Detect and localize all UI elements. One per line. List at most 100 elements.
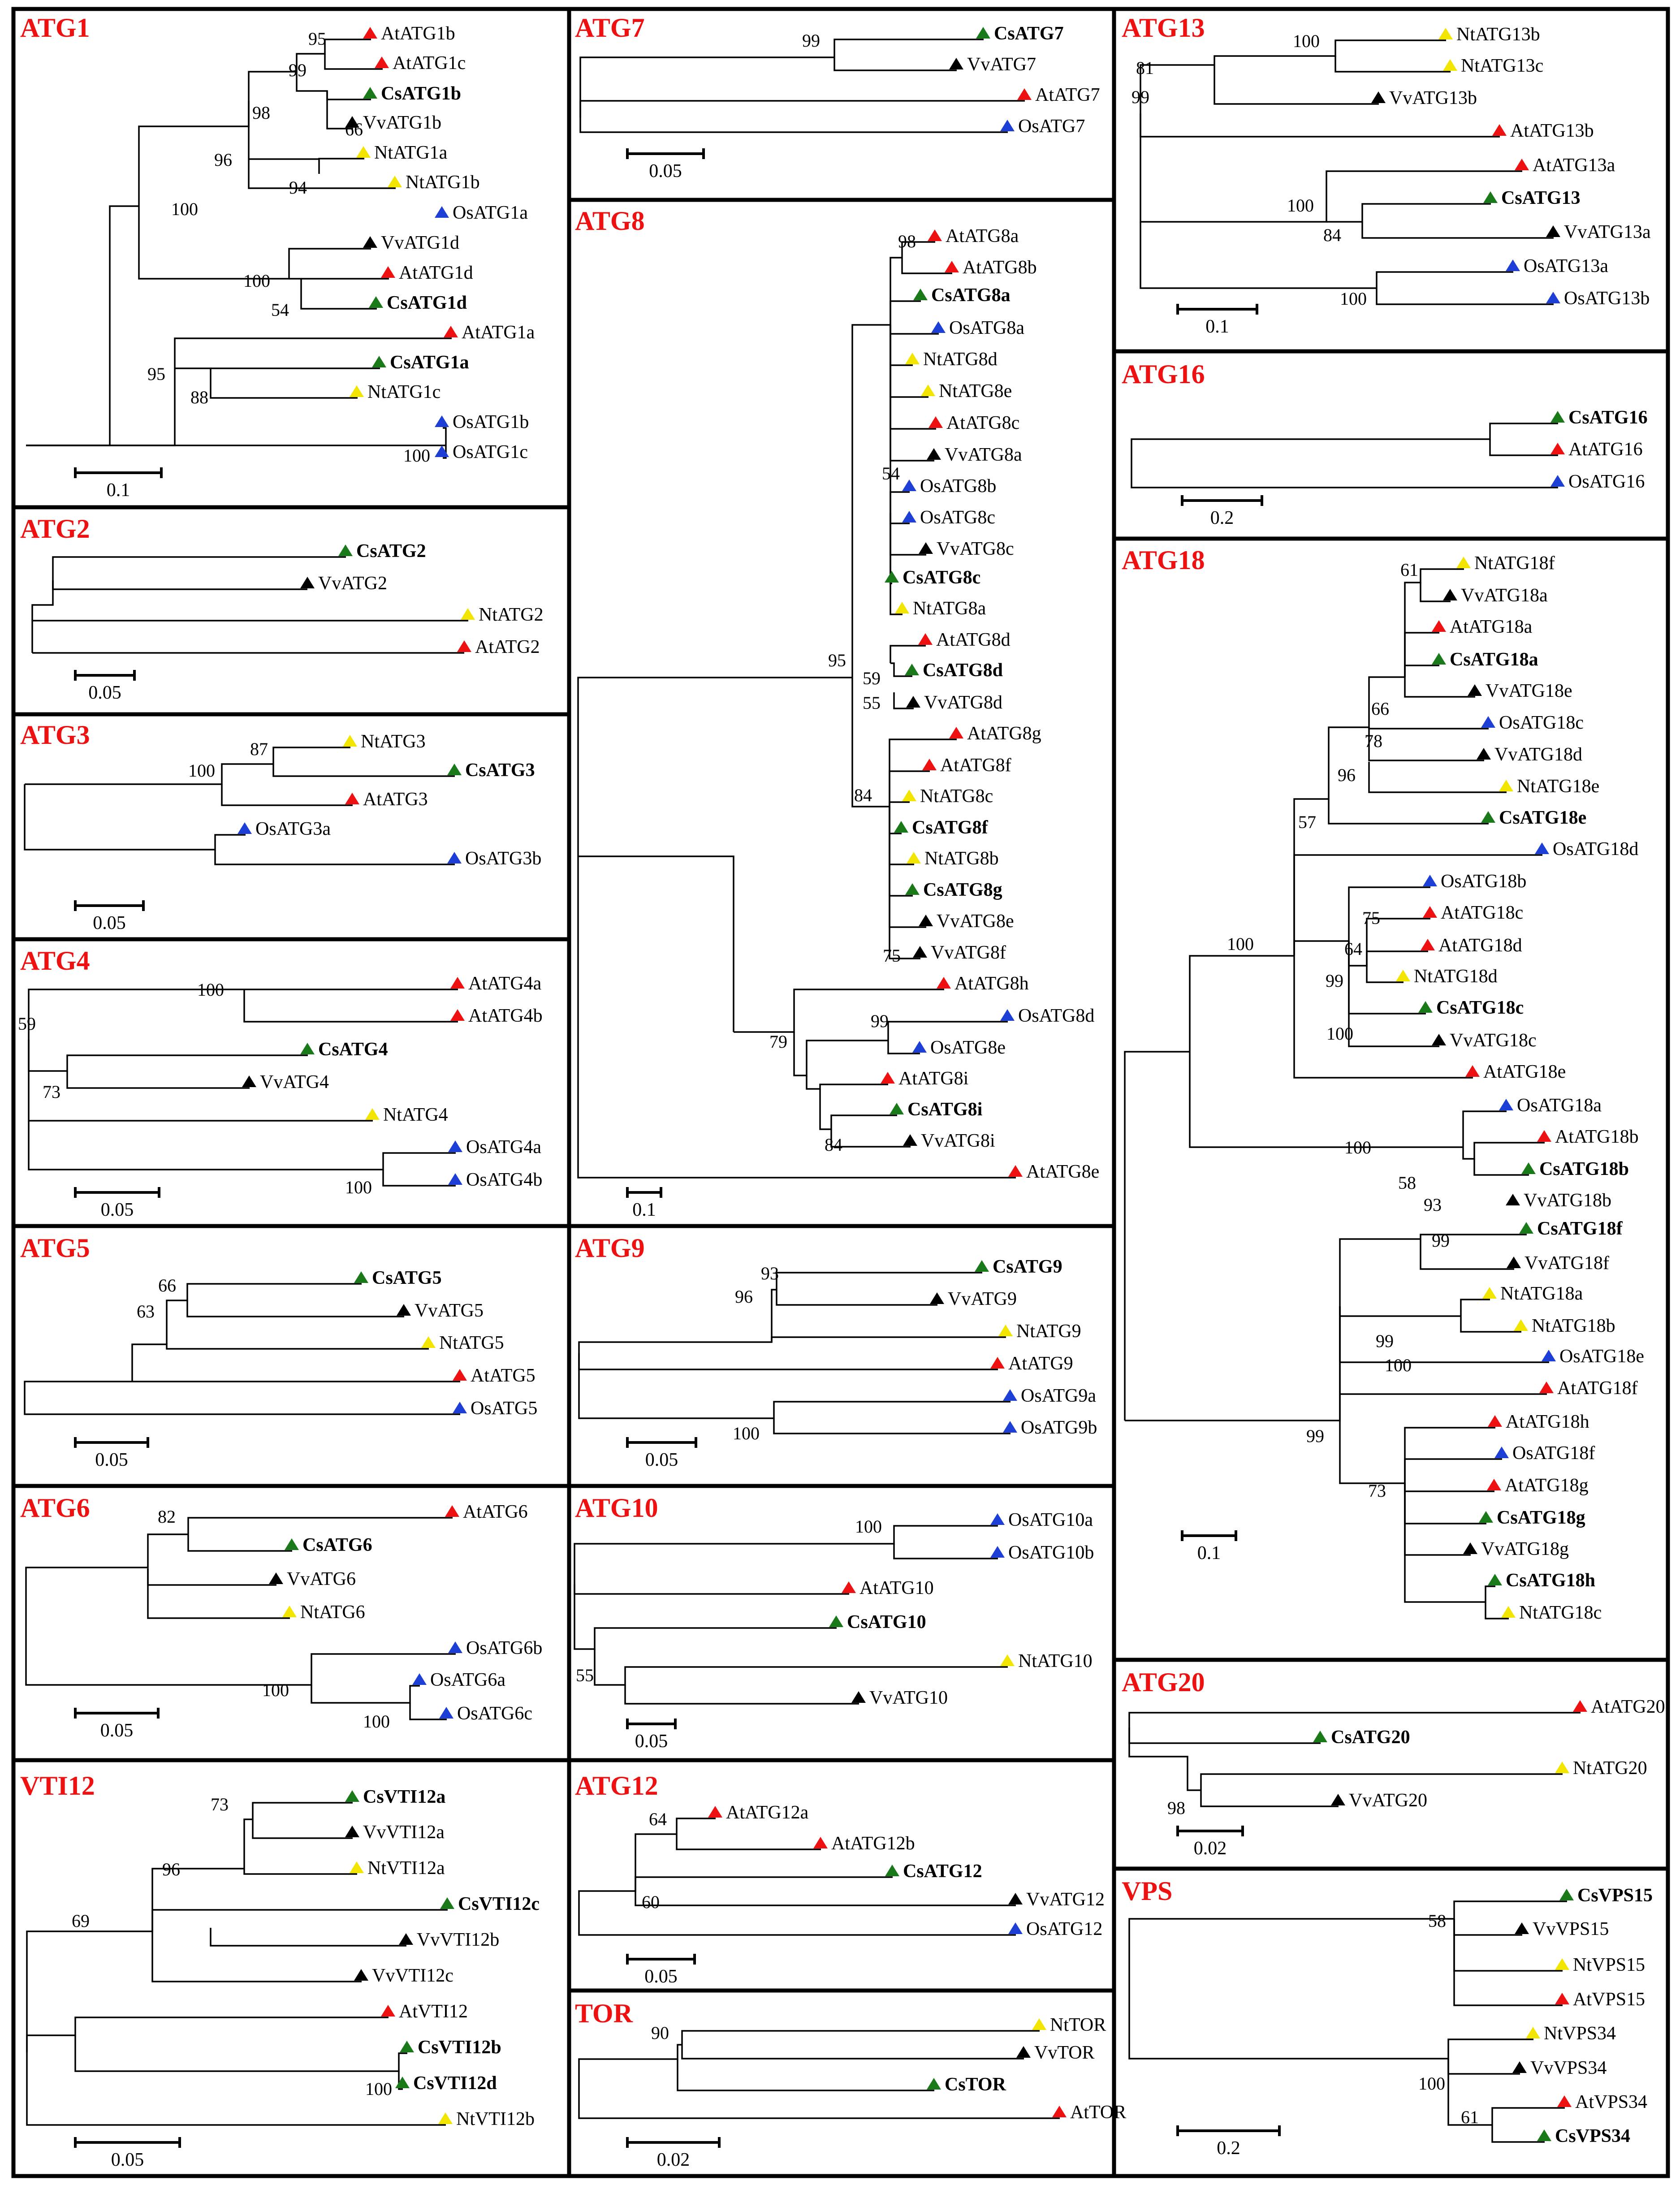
tree-branch <box>186 1300 404 1317</box>
leaf-label: AtVPS15 <box>1573 1989 1645 2010</box>
species-marker-icon <box>1521 1162 1536 1174</box>
tree-branch <box>734 989 944 1033</box>
tree-branch <box>624 1685 859 1705</box>
bootstrap-value: 84 <box>854 785 872 805</box>
tree-branch <box>24 784 246 851</box>
tree-branch <box>1200 1790 1339 1807</box>
leaf-label: NtATG18f <box>1474 553 1555 574</box>
tree-branch <box>214 850 455 865</box>
tree-branch <box>28 989 458 1040</box>
tree-branch <box>52 580 307 590</box>
species-marker-icon <box>1016 2046 1031 2058</box>
species-marker-icon <box>894 821 908 833</box>
tree-branch <box>28 1121 456 1170</box>
tree-branch <box>1447 2059 1520 2075</box>
leaf-label: AtATG8i <box>898 1068 968 1089</box>
bootstrap-value: 99 <box>1326 971 1343 991</box>
species-marker-icon <box>381 266 395 278</box>
bootstrap-value: 99 <box>1432 1231 1450 1251</box>
species-marker-icon <box>912 1041 927 1053</box>
species-marker-icon <box>350 1861 364 1873</box>
leaf-label: NtATG13b <box>1456 24 1540 45</box>
leaf-label: NtATG8e <box>939 381 1012 402</box>
tree-branch <box>819 1089 897 1130</box>
species-marker-icon <box>890 1103 904 1114</box>
tree-branch <box>578 2044 682 2102</box>
panel-atg6: ATG6 AtATG6 CsATG6 VvATG6 NtATG6 OsATG6b OsATG… <box>11 1484 571 1762</box>
leaf-label: OsATG1a <box>453 203 528 223</box>
species-marker-icon <box>356 146 371 158</box>
leaf-label: NtATG13c <box>1461 56 1543 76</box>
bootstrap-value: 58 <box>1398 1173 1416 1193</box>
leaf-label: OsATG8c <box>920 507 995 528</box>
bootstrap-value: 81 <box>1136 58 1154 78</box>
species-marker-icon <box>1003 1421 1017 1433</box>
panel-vti12: VTI12 CsVTI12a VvVTI12a NtVTI12a CsVTI12c VvV… <box>11 1758 571 2178</box>
leaf-label: AtATG4b <box>468 1006 543 1026</box>
bootstrap-value: 100 <box>188 760 215 781</box>
bootstrap-value: 100 <box>363 1711 390 1732</box>
leaf-label: CsATG3 <box>465 760 535 781</box>
leaf-label: AtATG2 <box>475 637 540 657</box>
species-marker-icon <box>919 915 933 926</box>
species-marker-icon <box>1432 653 1446 665</box>
tree-branch <box>578 2102 1060 2119</box>
tree-branch <box>289 278 377 310</box>
species-marker-icon <box>453 1402 467 1413</box>
tree-branch <box>443 427 447 445</box>
leaf-label: VvATG18d <box>1494 744 1582 765</box>
leaf-label: VvATG8e <box>937 911 1014 932</box>
species-marker-icon <box>369 296 383 308</box>
species-marker-icon <box>708 1806 722 1818</box>
leaf-label: OsATG6b <box>466 1638 542 1658</box>
species-marker-icon <box>1546 225 1560 237</box>
leaf-label: CsVPS15 <box>1577 1885 1653 1906</box>
leaf-label: NtATG5 <box>439 1333 504 1353</box>
species-marker-icon <box>895 602 909 613</box>
species-marker-icon <box>1421 939 1435 950</box>
leaf-label: NtATG8a <box>913 598 986 619</box>
species-marker-icon <box>439 1707 453 1719</box>
species-marker-icon <box>1542 1350 1556 1361</box>
bootstrap-value: 100 <box>243 271 270 291</box>
tree-branch <box>676 1818 716 1834</box>
scale-label: 0.05 <box>635 1731 668 1752</box>
species-marker-icon <box>881 1072 895 1084</box>
panel-title: ATG1 <box>20 13 90 43</box>
tree-branch <box>26 205 139 446</box>
species-marker-icon <box>913 289 928 300</box>
tree-branch <box>24 1398 460 1415</box>
species-marker-icon <box>363 236 377 248</box>
bootstrap-value: 75 <box>883 946 901 966</box>
leaf-label: CsVTI12b <box>418 2037 501 2058</box>
leaf-label: AtATG18c <box>1441 902 1523 923</box>
scale-label: 0.05 <box>100 1720 134 1741</box>
species-marker-icon <box>435 415 449 427</box>
bootstrap-value: 99 <box>1376 1331 1394 1351</box>
tree-branch <box>901 241 935 258</box>
leaf-label: VvATG18g <box>1481 1539 1569 1559</box>
tree-branch <box>578 855 734 1032</box>
tree-branch <box>147 1568 290 1619</box>
panel-vps: VPS CsVPS15 VvVPS15 NtVPS15 AtVPS15 NtVPS34 Vv… <box>1112 1866 1670 2178</box>
bootstrap-value: 100 <box>365 2079 392 2099</box>
tree-branch <box>1293 956 1473 1079</box>
tree-branch <box>243 989 458 1023</box>
tree-branch <box>1128 1727 1201 1791</box>
leaf-label: NtATG1b <box>406 172 480 193</box>
tree-branch <box>793 1032 888 1076</box>
species-marker-icon <box>1463 1542 1477 1554</box>
bootstrap-value: 90 <box>651 2023 669 2043</box>
panel-atg20: ATG20 AtATG20 CsATG20 NtATG20 VvATG20 98 0.02 <box>1112 1658 1670 1871</box>
species-marker-icon <box>1479 1511 1493 1523</box>
leaf-label: OsATG18d <box>1553 839 1638 859</box>
species-marker-icon <box>345 116 359 128</box>
species-marker-icon <box>448 1140 462 1152</box>
leaf-label: VvATG18e <box>1486 681 1572 701</box>
scale-label: 0.2 <box>1217 2138 1240 2159</box>
leaf-label: VvATG2 <box>318 573 387 594</box>
leaf-label: NtATG18e <box>1517 776 1599 797</box>
tree-branch <box>31 620 468 653</box>
leaf-label: AtATG7 <box>1035 85 1100 105</box>
leaf-label: AtATG18g <box>1505 1475 1589 1496</box>
